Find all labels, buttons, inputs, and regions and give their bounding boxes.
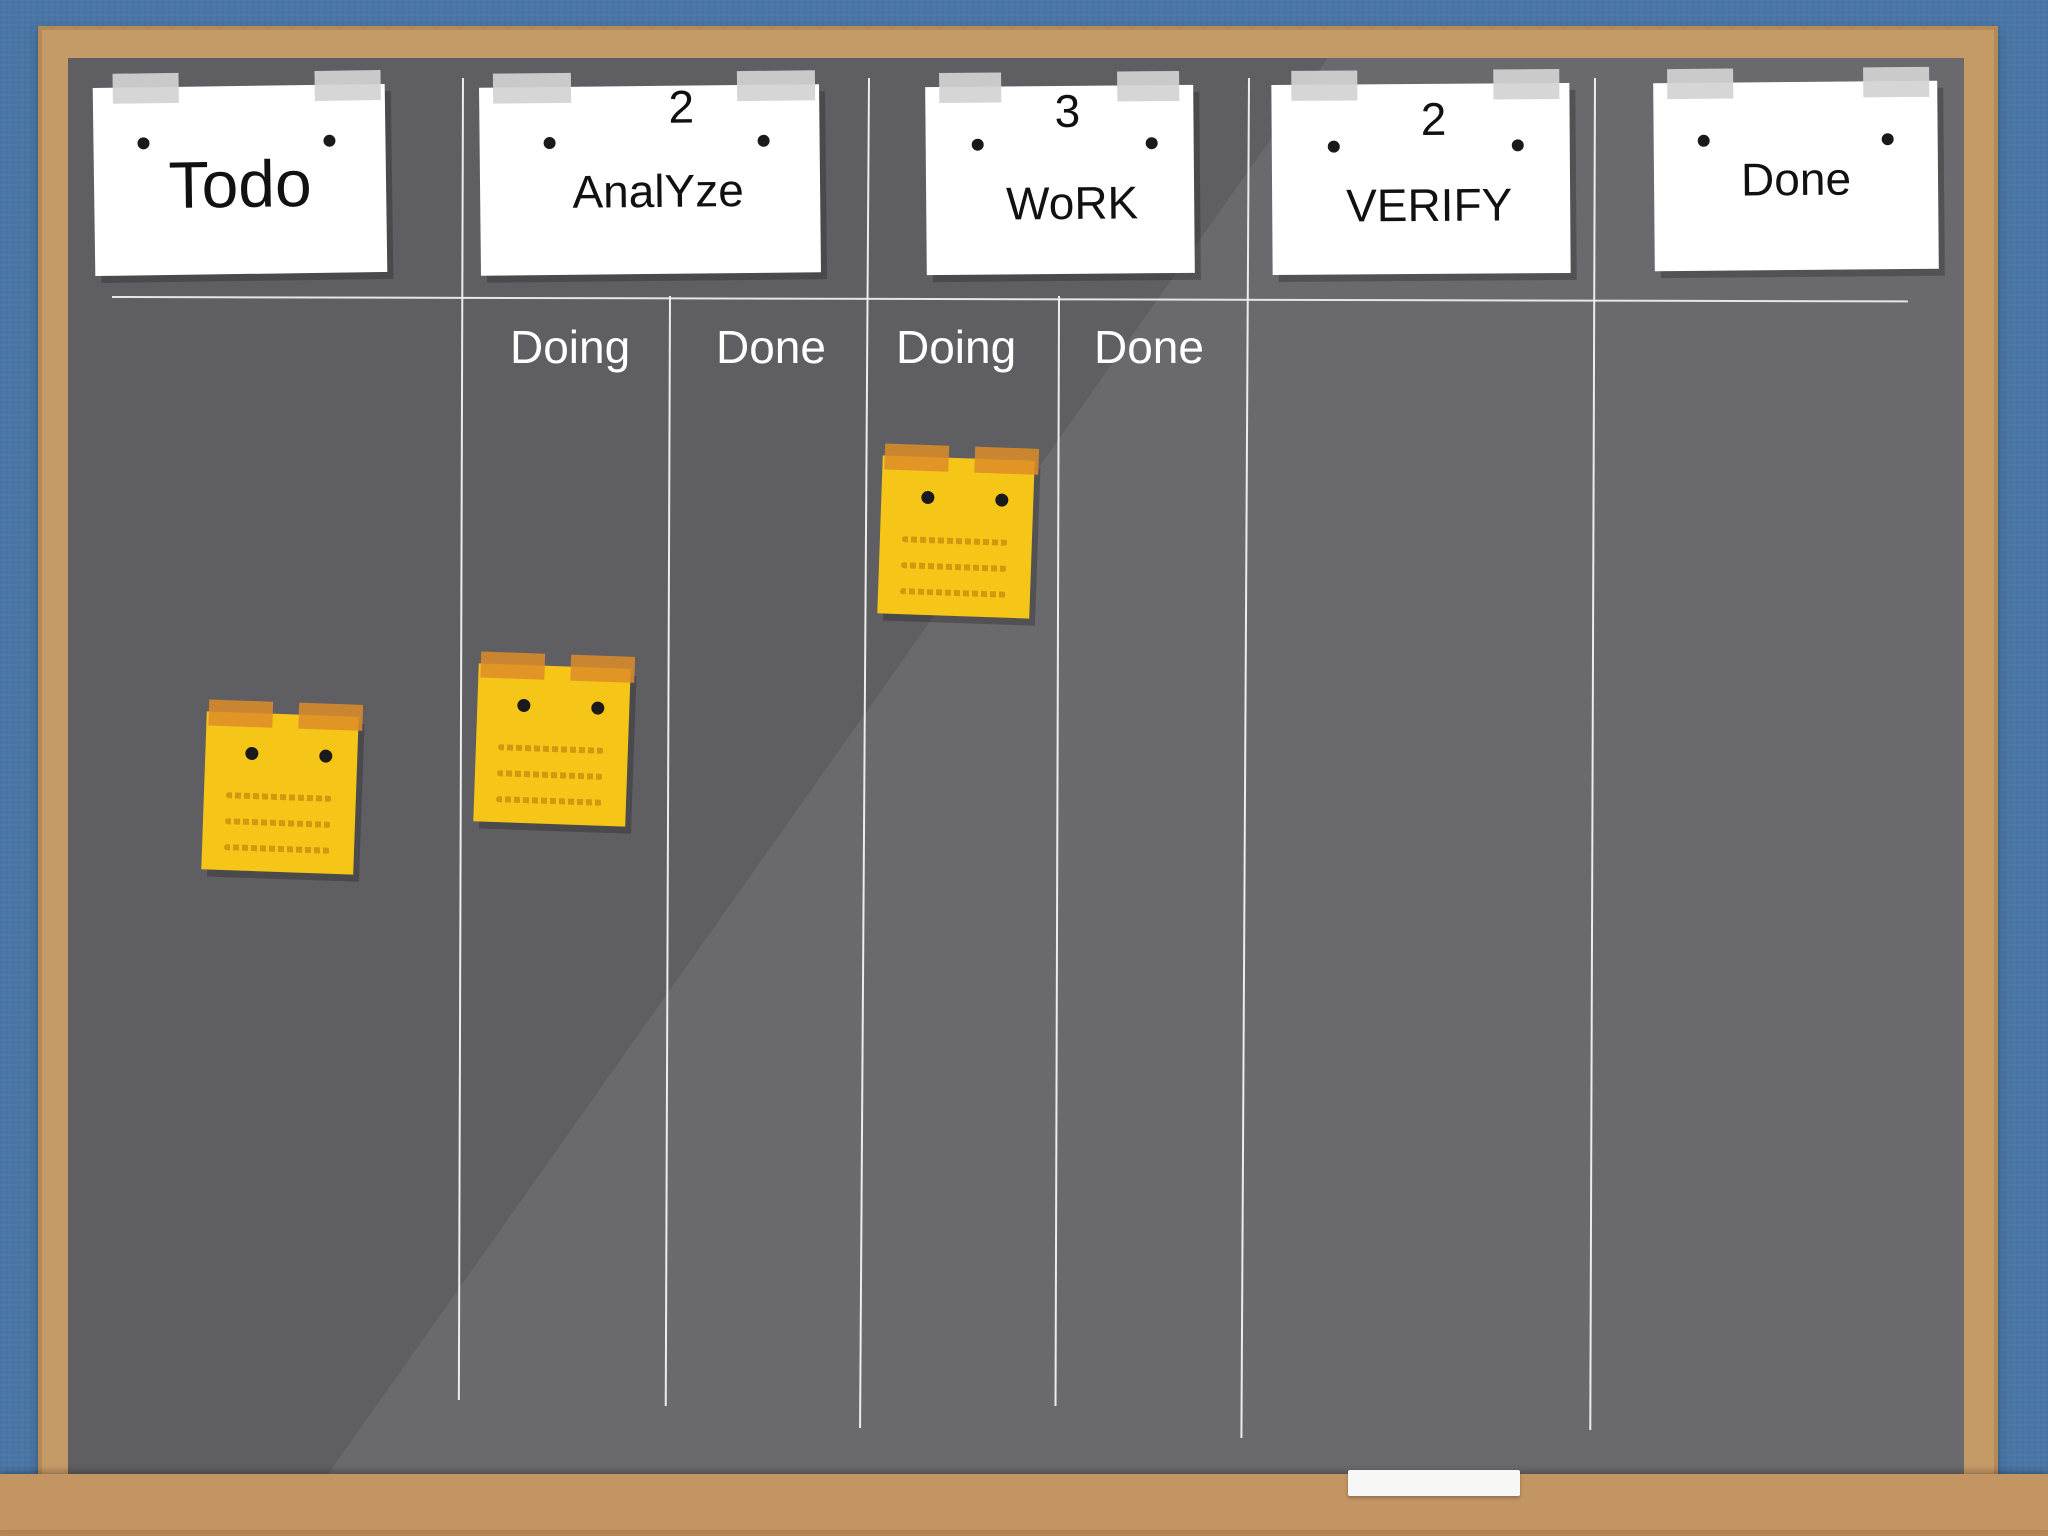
pin-icon: [1327, 140, 1340, 153]
tape: [736, 70, 816, 102]
pin-icon: [543, 136, 556, 150]
scribble-line: [496, 770, 604, 780]
tape: [480, 651, 546, 680]
tape: [1667, 68, 1734, 100]
scribble-line: [223, 844, 331, 854]
scribble-line: [495, 796, 603, 806]
tape: [1291, 70, 1358, 101]
scribble-line: [901, 536, 1008, 546]
tape: [492, 72, 572, 104]
column-line-analyze-split: [664, 295, 671, 1406]
tape: [1117, 70, 1180, 102]
wip-limit: 3: [1054, 84, 1081, 138]
analyze-doing-label: Doing: [510, 321, 631, 373]
chalk-tray: [0, 1474, 2048, 1530]
tape: [208, 699, 274, 728]
pin-icon: [1697, 134, 1710, 147]
tape: [314, 70, 381, 101]
work-doing-label: Doing: [896, 321, 1017, 373]
tape: [1493, 69, 1560, 100]
pin-icon: [591, 701, 605, 715]
tape: [1863, 66, 1930, 98]
pin-icon: [1511, 139, 1524, 152]
column-line-verify-done: [1589, 77, 1596, 1430]
tape: [884, 443, 950, 472]
task-card-todo[interactable]: [201, 699, 364, 875]
scribble-line: [225, 792, 332, 802]
wip-limit: 2: [668, 80, 695, 133]
pin-icon: [245, 746, 259, 761]
pin-icon: [921, 490, 935, 505]
pin-icon: [1145, 137, 1158, 150]
column-title: Done: [1740, 152, 1852, 206]
scribble-line: [497, 744, 604, 754]
tape: [974, 446, 1040, 475]
column-title: WoRK: [1005, 176, 1139, 230]
work-done-label: Done: [1094, 321, 1204, 373]
pin-icon: [517, 698, 531, 713]
tape: [112, 72, 179, 104]
column-line-work-split: [1054, 295, 1060, 1406]
column-header-verify: 2 VERIFY: [1271, 69, 1571, 276]
tape: [939, 72, 1002, 104]
scribble-line: [900, 562, 1008, 572]
column-line-analyze-work: [859, 77, 870, 1428]
chalk-piece[interactable]: [1348, 1470, 1520, 1496]
pin-icon: [995, 493, 1009, 507]
column-header-work: 3 WoRK: [925, 70, 1195, 276]
column-header-done: Done: [1653, 66, 1939, 272]
scribble-line: [899, 588, 1007, 598]
task-card-work-doing[interactable]: [877, 443, 1040, 619]
column-line-work-verify: [1240, 77, 1250, 1438]
column-header-analyze: 2 AnalYze: [479, 70, 821, 276]
pin-icon: [1881, 133, 1894, 146]
column-title: Todo: [167, 146, 313, 222]
task-card-analyze-doing[interactable]: [473, 651, 636, 827]
header-divider-line: [111, 296, 1908, 303]
pin-icon: [971, 138, 984, 151]
kanban-chalkboard: Doing Done Doing Done Todo 2 AnalYze 3 W…: [68, 58, 1964, 1474]
tape: [570, 654, 636, 683]
column-line-todo-analyze: [457, 77, 464, 1400]
column-title: VERIFY: [1345, 178, 1513, 232]
pin-icon: [319, 749, 333, 763]
scribble-line: [224, 818, 332, 828]
tape: [298, 702, 364, 731]
pin-icon: [757, 134, 770, 147]
wip-limit: 2: [1420, 92, 1447, 145]
column-title: AnalYze: [572, 164, 745, 218]
column-header-todo: Todo: [92, 70, 388, 277]
analyze-done-label: Done: [716, 321, 826, 373]
